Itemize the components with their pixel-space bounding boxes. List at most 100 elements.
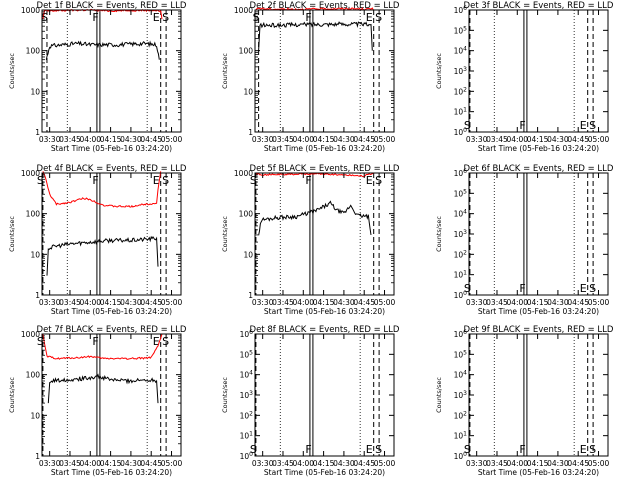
x-tick-label: 03:45 [486, 135, 508, 144]
y-tick-label: 100 [26, 47, 41, 56]
marker-label: S [162, 335, 169, 348]
y-tick-label: 106 [454, 329, 468, 339]
y-tick-label: 102 [240, 410, 254, 420]
plot-frame [41, 172, 182, 296]
x-tick-label: 04:30 [120, 298, 142, 307]
x-tick-label: 04:00 [506, 459, 528, 468]
lld-series-line [255, 172, 374, 178]
x-tick-label: 04:15 [527, 298, 549, 307]
y-tick-label: 10 [30, 87, 40, 96]
marker-label: S [37, 335, 44, 348]
panel-title: Det 8f BLACK = Events, RED = LLD [250, 325, 400, 335]
y-tick-label: 100 [239, 47, 254, 56]
y-tick-label: 102 [454, 410, 468, 420]
marker-label: E [580, 282, 587, 295]
x-tick-label: 04:45 [140, 459, 162, 468]
marker-label: F [92, 174, 98, 187]
x-tick-label: 03:45 [486, 298, 508, 307]
marker-label: S [250, 174, 257, 187]
x-tick-label: 04:30 [547, 135, 569, 144]
y-tick-label: 1000 [21, 6, 40, 15]
y-tick-label: 10 [30, 250, 40, 259]
x-tick-label: 03:30 [252, 459, 274, 468]
x-tick-label: 05:00 [374, 135, 396, 144]
x-tick-label: 04:30 [120, 135, 142, 144]
x-tick-label: 03:45 [272, 135, 294, 144]
y-tick-label: 100 [26, 210, 41, 219]
events-series-line [258, 200, 372, 236]
y-tick-label: 100 [454, 290, 468, 300]
y-axis-title: Counts/sec [8, 377, 16, 413]
x-tick-label: 04:00 [506, 298, 528, 307]
x-tick-label: 04:15 [100, 459, 122, 468]
x-tick-label: 04:15 [527, 135, 549, 144]
x-axis-title: Start Time (05-Feb-16 03:24:20) [478, 468, 599, 477]
x-tick-label: 05:00 [588, 135, 610, 144]
x-axis-title: Start Time (05-Feb-16 03:24:20) [478, 307, 599, 316]
y-tick-label: 103 [454, 66, 468, 76]
y-axis-title: Counts/sec [435, 377, 443, 413]
marker-label: E [153, 174, 160, 187]
y-tick-label: 100 [239, 210, 254, 219]
y-tick-label: 104 [454, 46, 468, 56]
x-tick-label: 03:45 [272, 459, 294, 468]
y-tick-label: 101 [240, 431, 254, 441]
panel-title: Det 1f BLACK = Events, RED = LLD [37, 1, 187, 11]
x-tick-label: 05:00 [588, 298, 610, 307]
y-tick-label: 1 [35, 128, 40, 137]
y-tick-label: 105 [240, 349, 254, 359]
x-tick-label: 04:45 [567, 298, 589, 307]
x-tick-label: 03:30 [39, 135, 61, 144]
y-tick-label: 105 [454, 188, 468, 198]
y-tick-label: 100 [240, 451, 254, 461]
y-tick-label: 100 [454, 127, 468, 137]
y-tick-label: 106 [454, 168, 468, 178]
marker-label: F [519, 282, 525, 295]
y-tick-label: 103 [240, 390, 254, 400]
x-tick-label: 05:00 [161, 459, 183, 468]
marker-label: E [366, 443, 373, 456]
y-axis-title: Counts/sec [8, 216, 16, 252]
x-tick-label: 05:00 [161, 298, 183, 307]
x-tick-label: 04:30 [120, 459, 142, 468]
y-tick-label: 104 [454, 370, 468, 380]
events-series-line [47, 373, 159, 404]
plot-frame [254, 9, 395, 133]
panel-title: Det 3f BLACK = Events, RED = LLD [464, 1, 614, 11]
marker-label: S [250, 443, 257, 456]
x-tick-label: 04:45 [140, 298, 162, 307]
y-tick-label: 101 [454, 107, 468, 117]
x-tick-label: 04:45 [353, 298, 375, 307]
plot-frame [41, 9, 182, 133]
marker-label: F [92, 335, 98, 348]
panel-title: Det 2f BLACK = Events, RED = LLD [250, 1, 400, 11]
x-axis-title: Start Time (05-Feb-16 03:24:20) [51, 144, 172, 153]
x-tick-label: 04:30 [547, 459, 569, 468]
x-tick-label: 03:45 [59, 298, 81, 307]
panel-title: Det 6f BLACK = Events, RED = LLD [464, 164, 614, 174]
marker-label: E [366, 174, 373, 187]
y-tick-label: 103 [454, 390, 468, 400]
y-tick-label: 10 [30, 411, 40, 420]
y-tick-label: 1000 [21, 330, 40, 339]
x-tick-label: 04:00 [292, 459, 314, 468]
marker-label: F [519, 443, 525, 456]
y-axis-title: Counts/sec [435, 53, 443, 89]
x-tick-label: 04:00 [79, 459, 101, 468]
x-tick-label: 03:30 [252, 135, 274, 144]
x-tick-label: 04:00 [506, 135, 528, 144]
marker-label: S [464, 282, 471, 295]
y-tick-label: 10 [243, 250, 253, 259]
plot-frame [41, 333, 182, 457]
x-axis-title: Start Time (05-Feb-16 03:24:20) [51, 468, 172, 477]
lld-series-line [255, 7, 376, 11]
x-tick-label: 04:45 [140, 135, 162, 144]
x-tick-label: 04:15 [100, 135, 122, 144]
marker-label: F [305, 443, 311, 456]
marker-label: F [305, 11, 311, 24]
marker-label: F [92, 11, 98, 24]
